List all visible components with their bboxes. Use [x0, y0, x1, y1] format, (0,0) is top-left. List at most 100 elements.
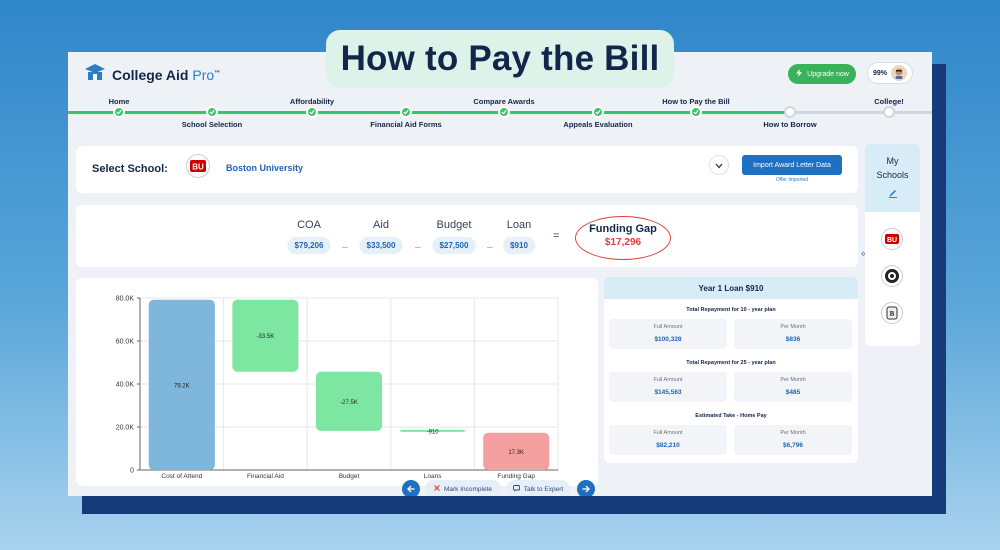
step-label-school-selection[interactable]: School Selection: [181, 120, 243, 129]
school-logo: BU: [186, 154, 210, 178]
app-logo[interactable]: College Aid Pro™: [84, 63, 220, 86]
logo-trademark: ™: [214, 69, 221, 76]
arrow-left-icon: [407, 480, 415, 496]
edit-icon[interactable]: [865, 188, 920, 202]
upgrade-label: Upgrade now: [807, 70, 849, 78]
chevron-down-icon: [715, 156, 723, 174]
step-check-icon[interactable]: [498, 106, 510, 118]
y-tick-label: 20.0K: [116, 425, 135, 432]
step-pending-dot[interactable]: [784, 106, 796, 118]
step-pending-dot[interactable]: [883, 106, 895, 118]
talk-to-expert-button[interactable]: Talk to Expert: [506, 480, 570, 496]
funding-equation-card: COA $79,206 – Aid $33,500 – Budget $27,5…: [76, 205, 858, 267]
funding-gap-highlight: Funding Gap $17,296: [575, 216, 671, 260]
import-award-letter-button[interactable]: Import Award Letter Data: [742, 155, 842, 175]
loan-value: $910: [503, 237, 535, 254]
profile-menu[interactable]: 99%: [867, 62, 913, 84]
full-amount-label: Full Amount: [653, 430, 683, 436]
x-tick-label: Budget: [339, 473, 360, 480]
house-cap-icon: [84, 63, 106, 86]
loan-panel: Year 1 Loan $910 Total Repayment for 10 …: [604, 277, 858, 463]
lightning-icon: [795, 69, 803, 79]
x-tick-label: Financial Aid: [247, 473, 284, 480]
my-schools-title-line2: Schools: [876, 170, 909, 180]
mark-incomplete-label: Mark Incomplete: [443, 485, 493, 493]
bar-value-label: -910: [427, 429, 440, 435]
step-check-icon[interactable]: [113, 106, 125, 118]
step-label-appeals-evaluation[interactable]: Appeals Evaluation: [563, 120, 633, 129]
repayment-25yr-full: Full Amount $145,563: [609, 372, 727, 402]
step-check-icon[interactable]: [206, 106, 218, 118]
my-schools-panel: My Schools BU B: [865, 144, 920, 346]
profile-completion: 99%: [873, 69, 888, 77]
step-check-icon[interactable]: [690, 106, 702, 118]
repayment-10yr-title: Total Repayment for 10 - year plan: [686, 307, 776, 313]
logo-brand: College Aid: [112, 66, 189, 83]
coa-value: $79,206: [287, 237, 331, 254]
full-amount-label: Full Amount: [653, 377, 683, 383]
step-label-how-to-pay[interactable]: How to Pay the Bill: [662, 97, 730, 106]
full-amount-label: Full Amount: [653, 324, 683, 330]
funding-gap-value: $17,296: [604, 237, 642, 248]
my-school-item[interactable]: BU: [881, 228, 903, 250]
waterfall-chart-card: 0 20.0K 40.0K 60.0K 80.0K 79.2K Cost of Attend…: [76, 278, 598, 486]
bar-value-label: -33.5K: [257, 334, 275, 340]
my-school-item[interactable]: [881, 265, 903, 287]
step-check-icon[interactable]: [592, 106, 604, 118]
full-amount-value: $100,328: [654, 336, 682, 343]
my-school-item[interactable]: B: [881, 302, 903, 324]
step-label-college[interactable]: College!: [874, 97, 904, 106]
funding-gap-label: Funding Gap: [589, 223, 657, 235]
page-banner-title: How to Pay the Bill: [326, 30, 674, 88]
budget-label: Budget: [436, 219, 472, 231]
budget-item: Budget $27,500: [432, 219, 476, 254]
waterfall-bar: [315, 371, 383, 431]
minus-sign: –: [487, 242, 493, 253]
my-school-logo-text: BU: [887, 237, 897, 244]
step-label-financial-aid-forms[interactable]: Financial Aid Forms: [370, 120, 442, 129]
chat-icon: [512, 484, 520, 494]
y-tick-label: 60.0K: [116, 339, 135, 346]
per-month-value: $836: [785, 336, 801, 343]
my-schools-header: My Schools: [865, 144, 920, 212]
aid-item: Aid $33,500: [359, 219, 403, 254]
aid-label: Aid: [373, 219, 389, 231]
waterfall-bar: [399, 429, 466, 432]
close-icon: [434, 485, 440, 493]
coa-label: COA: [297, 219, 321, 231]
take-home-month: Per Month $6,796: [734, 425, 852, 455]
my-schools-title-line1: My: [886, 156, 899, 166]
waterfall-chart: 0 20.0K 40.0K 60.0K 80.0K 79.2K Cost of Attend…: [116, 296, 559, 480]
waterfall-bar: [232, 299, 299, 372]
bar-value-label: -27.5K: [340, 400, 358, 406]
take-home-full: Full Amount $82,210: [609, 425, 727, 455]
y-tick-label: 40.0K: [116, 382, 135, 389]
repayment-25yr-month: Per Month $485: [734, 372, 852, 402]
waterfall-bar: [483, 432, 550, 470]
step-label-how-to-borrow[interactable]: How to Borrow: [763, 120, 817, 129]
mark-incomplete-button[interactable]: Mark Incomplete: [425, 480, 501, 496]
step-check-icon[interactable]: [306, 106, 318, 118]
upgrade-button[interactable]: Upgrade now: [788, 64, 856, 84]
school-select-value[interactable]: Boston University: [226, 163, 304, 173]
step-label-home[interactable]: Home: [108, 97, 130, 106]
logo-text: College Aid Pro™: [112, 67, 220, 83]
school-dropdown-toggle[interactable]: [709, 155, 729, 175]
prev-step-button[interactable]: [402, 480, 420, 496]
next-step-button[interactable]: [577, 480, 595, 496]
talk-to-expert-label: Talk to Expert: [523, 485, 564, 493]
offer-imported-status: Offer Imported: [775, 177, 809, 183]
per-month-value: $6,796: [783, 442, 803, 449]
equals-sign: =: [553, 230, 560, 242]
per-month-label: Per Month: [780, 377, 806, 383]
step-label-affordability[interactable]: Affordability: [289, 97, 335, 106]
full-amount-value: $145,563: [654, 389, 682, 396]
minus-sign: –: [342, 242, 348, 253]
x-tick-label: Funding Gap: [497, 473, 535, 480]
step-label-compare-awards[interactable]: Compare Awards: [473, 97, 535, 106]
waterfall-bar: [148, 299, 215, 470]
per-month-label: Per Month: [780, 324, 806, 330]
repayment-25yr-title: Total Repayment for 25 - year plan: [686, 360, 776, 366]
step-check-icon[interactable]: [400, 106, 412, 118]
collapse-sidebar-icon[interactable]: «: [861, 248, 867, 260]
